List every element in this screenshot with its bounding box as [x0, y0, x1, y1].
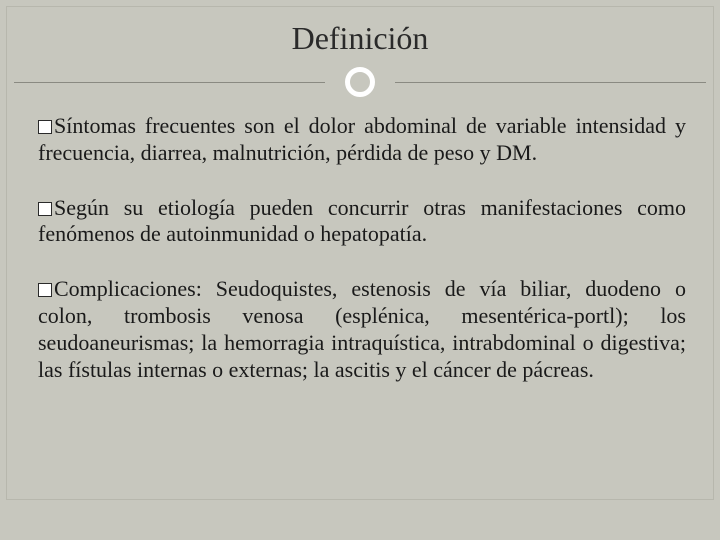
square-bullet-icon — [38, 283, 52, 297]
title-divider — [14, 65, 706, 99]
divider-line-left — [14, 82, 325, 83]
bullet-text: Según su etiología pueden concurrir otra… — [38, 195, 686, 247]
bullet-text: Complicaciones: Seudoquistes, estenosis … — [38, 276, 686, 381]
bullet-item: Síntomas frecuentes son el dolor abdomin… — [38, 113, 686, 167]
square-bullet-icon — [38, 120, 52, 134]
bullet-item: Según su etiología pueden concurrir otra… — [38, 195, 686, 249]
slide-title: Definición — [14, 14, 706, 65]
bullet-text: Síntomas frecuentes son el dolor abdomin… — [38, 113, 686, 165]
body-content: Síntomas frecuentes son el dolor abdomin… — [14, 113, 706, 384]
divider-ring-icon — [345, 67, 375, 97]
divider-line-right — [395, 82, 706, 83]
slide: Definición Síntomas frecuentes son el do… — [0, 0, 720, 540]
slide-inner: Definición Síntomas frecuentes son el do… — [14, 14, 706, 490]
square-bullet-icon — [38, 202, 52, 216]
bullet-item: Complicaciones: Seudoquistes, estenosis … — [38, 276, 686, 383]
